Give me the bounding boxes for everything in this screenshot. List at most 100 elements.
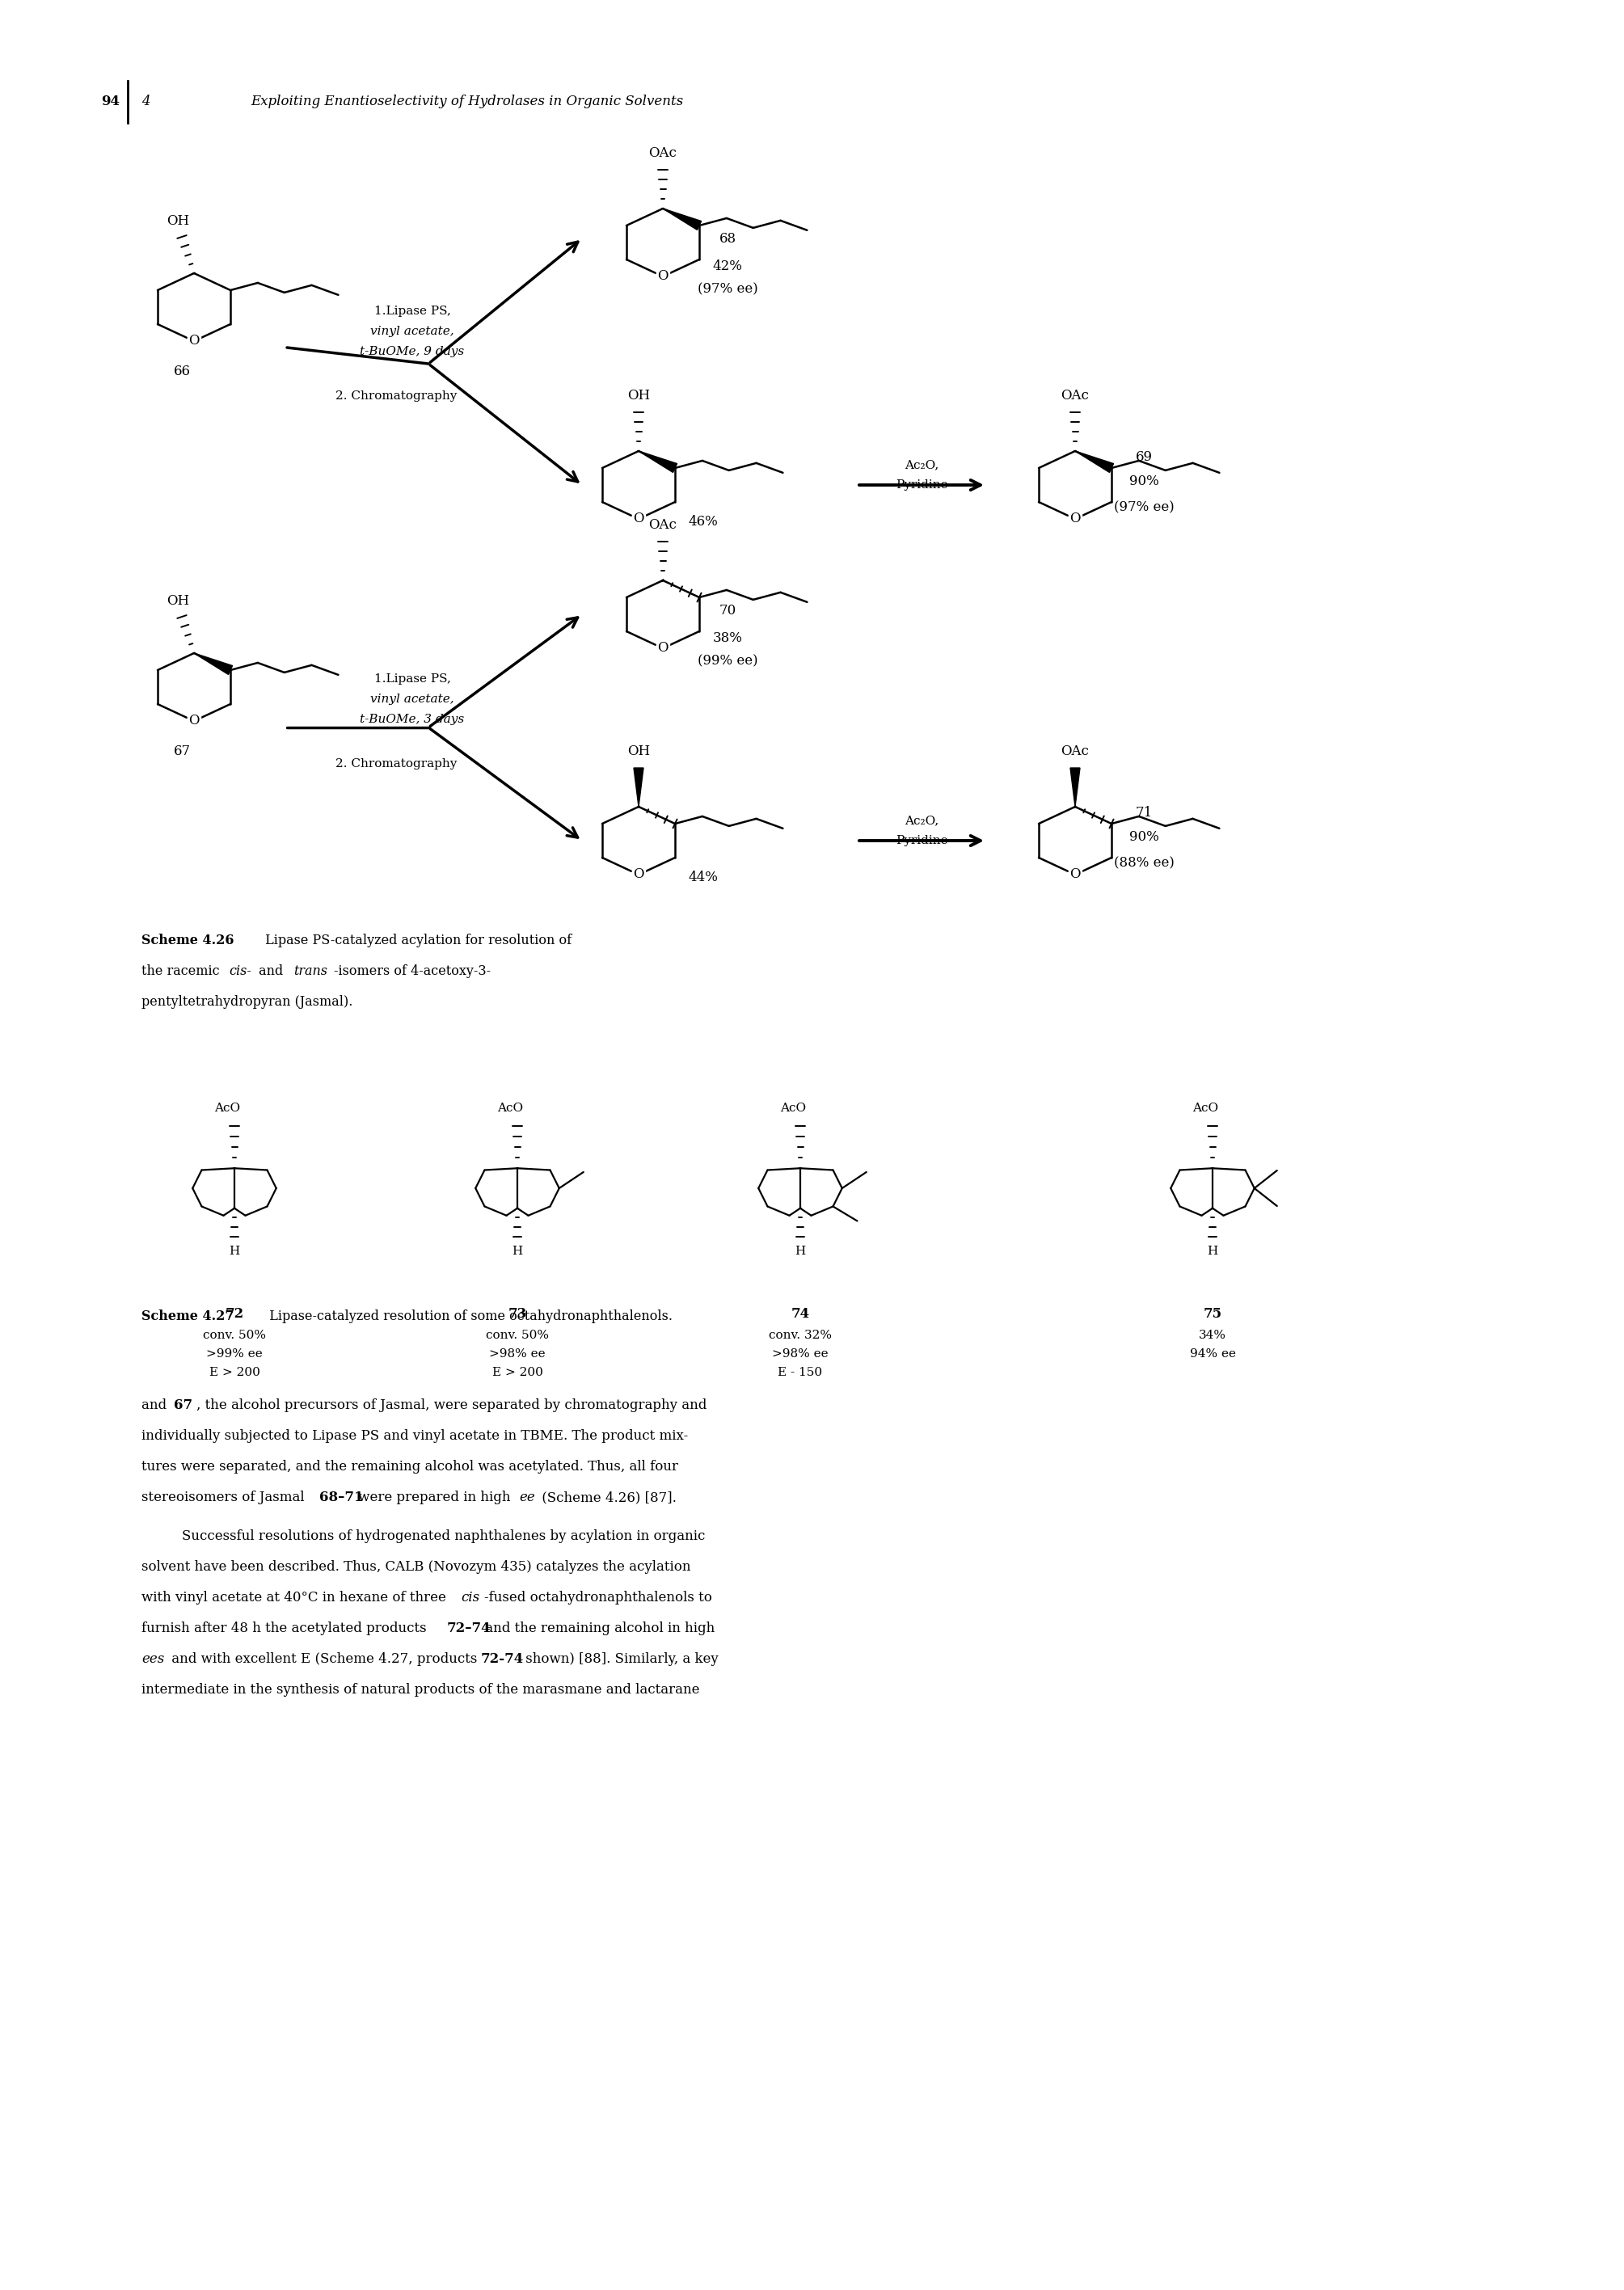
- Text: intermediate in the synthesis of natural products of the marasmane and lactarane: intermediate in the synthesis of natural…: [141, 1683, 700, 1697]
- Text: pentyltetrahydropyran (Jasmal).: pentyltetrahydropyran (Jasmal).: [141, 996, 352, 1010]
- Text: 71: 71: [1135, 806, 1153, 820]
- Text: 70: 70: [719, 605, 736, 618]
- Text: 4: 4: [141, 94, 149, 108]
- Text: 69: 69: [1135, 449, 1153, 463]
- Text: , the alcohol precursors of Jasmal, were separated by chromatography and: , the alcohol precursors of Jasmal, were…: [197, 1399, 706, 1413]
- Text: t-BuOMe, 9 days: t-BuOMe, 9 days: [361, 346, 464, 357]
- Text: were prepared in high: were prepared in high: [354, 1491, 515, 1505]
- Text: >98% ee: >98% ee: [489, 1349, 546, 1360]
- Text: 2. Chromatography: 2. Chromatography: [335, 389, 456, 401]
- Text: Ac₂O,: Ac₂O,: [905, 815, 939, 827]
- Polygon shape: [1070, 767, 1080, 806]
- Text: Pyridine: Pyridine: [895, 836, 948, 847]
- Text: OH: OH: [627, 389, 650, 403]
- Text: and the remaining alcohol in high: and the remaining alcohol in high: [481, 1621, 715, 1635]
- Text: -fused octahydronaphthalenols to: -fused octahydronaphthalenols to: [484, 1592, 711, 1605]
- Text: E - 150: E - 150: [778, 1367, 823, 1379]
- Text: vinyl acetate,: vinyl acetate,: [370, 325, 455, 337]
- Text: E > 200: E > 200: [209, 1367, 260, 1379]
- Text: Pyridine: Pyridine: [895, 479, 948, 490]
- Polygon shape: [193, 653, 232, 676]
- Text: conv. 50%: conv. 50%: [486, 1330, 549, 1342]
- Text: AcO: AcO: [780, 1104, 806, 1113]
- Text: O: O: [188, 334, 200, 348]
- Polygon shape: [1075, 451, 1114, 472]
- Text: Ac₂O,: Ac₂O,: [905, 458, 939, 469]
- Text: 75: 75: [1203, 1308, 1221, 1321]
- Text: 68–71: 68–71: [320, 1491, 364, 1505]
- Text: Lipase-catalyzed resolution of some octahydronaphthalenols.: Lipase-catalyzed resolution of some octa…: [261, 1310, 672, 1324]
- Text: vinyl acetate,: vinyl acetate,: [370, 694, 455, 705]
- Text: 2. Chromatography: 2. Chromatography: [335, 758, 456, 769]
- Text: 90%: 90%: [1129, 474, 1158, 488]
- Text: 68: 68: [719, 231, 736, 245]
- Text: OAc: OAc: [1060, 389, 1090, 403]
- Text: t-BuOMe, 3 days: t-BuOMe, 3 days: [361, 714, 464, 726]
- Text: Lipase PS-catalyzed acylation for resolution of: Lipase PS-catalyzed acylation for resolu…: [261, 934, 572, 948]
- Text: and: and: [141, 1399, 171, 1413]
- Text: Scheme 4.26: Scheme 4.26: [141, 934, 234, 948]
- Text: conv. 32%: conv. 32%: [768, 1330, 831, 1342]
- Text: individually subjected to Lipase PS and vinyl acetate in TBME. The product mix-: individually subjected to Lipase PS and …: [141, 1429, 689, 1443]
- Text: cis: cis: [461, 1592, 479, 1605]
- Text: Successful resolutions of hydrogenated naphthalenes by acylation in organic: Successful resolutions of hydrogenated n…: [182, 1530, 705, 1543]
- Text: OH: OH: [167, 593, 190, 607]
- Polygon shape: [633, 767, 643, 806]
- Text: 44%: 44%: [689, 870, 718, 884]
- Text: O: O: [633, 868, 645, 882]
- Text: (99% ee): (99% ee): [697, 655, 758, 669]
- Text: cis-: cis-: [229, 964, 252, 978]
- Text: conv. 50%: conv. 50%: [203, 1330, 266, 1342]
- Text: trans: trans: [294, 964, 328, 978]
- Text: >98% ee: >98% ee: [771, 1349, 828, 1360]
- Text: 74: 74: [791, 1308, 810, 1321]
- Text: O: O: [658, 641, 669, 655]
- Text: 72-74: 72-74: [481, 1651, 525, 1665]
- Text: 90%: 90%: [1129, 829, 1158, 843]
- Text: 67: 67: [174, 744, 190, 758]
- Text: O: O: [1070, 868, 1080, 882]
- Text: O: O: [633, 513, 645, 527]
- Text: 73: 73: [508, 1308, 526, 1321]
- Text: AcO: AcO: [497, 1104, 523, 1113]
- Text: H: H: [794, 1246, 806, 1257]
- Text: 72–74: 72–74: [447, 1621, 490, 1635]
- Polygon shape: [638, 451, 677, 472]
- Text: (Scheme 4.26) [87].: (Scheme 4.26) [87].: [538, 1491, 677, 1505]
- Text: Exploiting Enantioselectivity of Hydrolases in Organic Solvents: Exploiting Enantioselectivity of Hydrola…: [250, 94, 684, 108]
- Text: OH: OH: [167, 213, 190, 227]
- Text: H: H: [229, 1246, 240, 1257]
- Text: furnish after 48 h the acetylated products: furnish after 48 h the acetylated produc…: [141, 1621, 430, 1635]
- Text: 42%: 42%: [713, 259, 742, 273]
- Text: 94% ee: 94% ee: [1189, 1349, 1236, 1360]
- Text: O: O: [1070, 513, 1080, 527]
- Text: 67: 67: [174, 1399, 193, 1413]
- Text: OAc: OAc: [648, 147, 677, 160]
- Text: 1.Lipase PS,: 1.Lipase PS,: [374, 305, 450, 316]
- Text: 34%: 34%: [1199, 1330, 1226, 1342]
- Text: OH: OH: [627, 744, 650, 758]
- Text: H: H: [512, 1246, 523, 1257]
- Text: and with excellent E (Scheme 4.27, products: and with excellent E (Scheme 4.27, produ…: [167, 1651, 481, 1665]
- Text: Scheme 4.27: Scheme 4.27: [141, 1310, 234, 1324]
- Text: (97% ee): (97% ee): [1114, 502, 1174, 515]
- Text: tures were separated, and the remaining alcohol was acetylated. Thus, all four: tures were separated, and the remaining …: [141, 1459, 679, 1472]
- Text: and: and: [255, 964, 287, 978]
- Text: -isomers of 4-acetoxy-3-: -isomers of 4-acetoxy-3-: [335, 964, 490, 978]
- Polygon shape: [663, 208, 702, 229]
- Text: H: H: [1207, 1246, 1218, 1257]
- Text: ee: ee: [520, 1491, 534, 1505]
- Text: 66: 66: [174, 364, 190, 378]
- Text: AcO: AcO: [214, 1104, 240, 1113]
- Text: O: O: [658, 270, 669, 284]
- Text: O: O: [188, 714, 200, 728]
- Text: ees: ees: [141, 1651, 164, 1665]
- Text: 1.Lipase PS,: 1.Lipase PS,: [374, 673, 450, 685]
- Text: (97% ee): (97% ee): [697, 282, 758, 295]
- Text: (88% ee): (88% ee): [1114, 856, 1174, 870]
- Text: the racemic: the racemic: [141, 964, 224, 978]
- Text: 72: 72: [226, 1308, 244, 1321]
- Text: 38%: 38%: [713, 632, 742, 646]
- Text: 94: 94: [101, 94, 120, 108]
- Text: E > 200: E > 200: [492, 1367, 542, 1379]
